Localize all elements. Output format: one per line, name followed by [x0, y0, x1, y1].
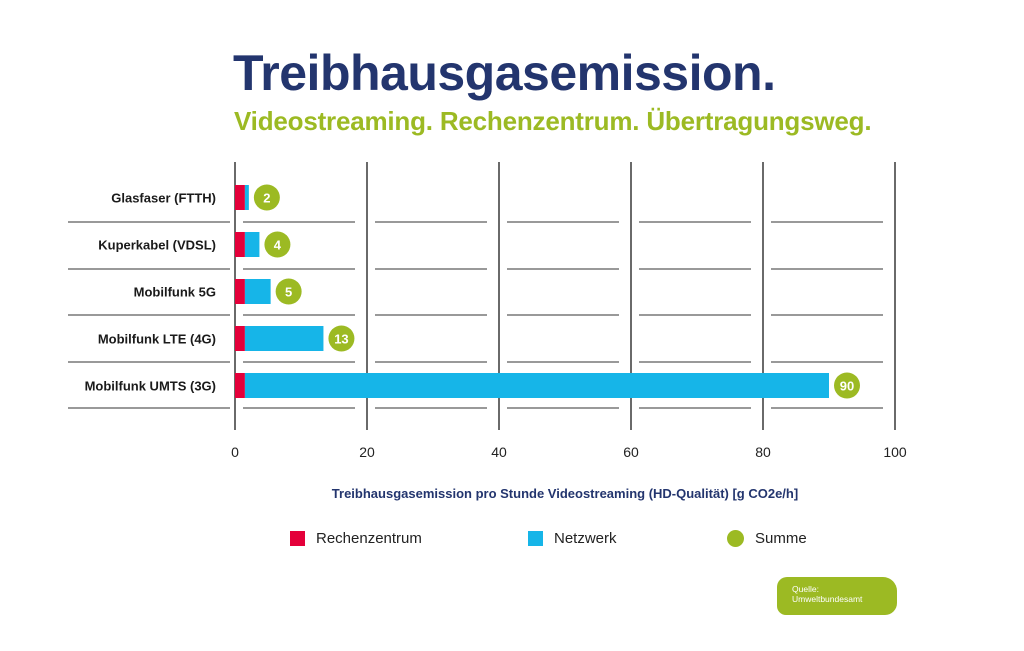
category-label: Mobilfunk UMTS (3G) — [85, 379, 216, 394]
legend-label-rechenzentrum: Rechenzentrum — [316, 530, 422, 547]
total-marker — [834, 372, 860, 399]
bar-netzwerk — [244, 326, 324, 351]
bar-netzwerk — [244, 232, 260, 257]
x-tick-label: 80 — [755, 444, 771, 460]
total-label: 90 — [840, 379, 854, 394]
total-label: 4 — [274, 238, 282, 253]
legend-label-netzwerk: Netzwerk — [554, 530, 617, 547]
category-label: Kuperkabel (VDSL) — [98, 238, 216, 253]
chart-title: Treibhausgasemission. — [233, 45, 776, 101]
x-axis-label: Treibhausgasemission pro Stunde Videostr… — [331, 486, 799, 501]
bar-rechenzentrum — [235, 326, 245, 351]
legend-swatch-rechenzentrum — [290, 531, 305, 546]
legend-item-netzwerk: Netzwerk — [528, 530, 617, 547]
total-label: 5 — [285, 285, 292, 300]
total-marker — [275, 278, 302, 305]
x-tick-label: 100 — [883, 444, 907, 460]
legend-label-summe: Summe — [755, 530, 807, 547]
bar-netzwerk — [244, 373, 829, 398]
legend-item-summe: Summe — [727, 530, 807, 547]
x-tick-label: 0 — [231, 444, 239, 460]
category-label: Glasfaser (FTTH) — [111, 191, 216, 206]
bar-netzwerk — [244, 185, 249, 210]
legend-swatch-netzwerk — [528, 531, 543, 546]
bar-rechenzentrum — [235, 279, 245, 304]
total-marker — [264, 231, 291, 258]
bar-rechenzentrum — [235, 232, 245, 257]
bar-netzwerk — [244, 279, 271, 304]
source-badge: Quelle: Umweltbundesamt — [777, 577, 897, 615]
legend-dot-summe — [727, 530, 744, 547]
total-marker — [328, 325, 355, 352]
x-tick-label: 40 — [491, 444, 507, 460]
total-label: 2 — [263, 191, 270, 206]
bar-rechenzentrum — [235, 373, 245, 398]
bar-rechenzentrum — [235, 185, 245, 210]
legend-item-rechenzentrum: Rechenzentrum — [290, 530, 422, 547]
x-tick-label: 60 — [623, 444, 639, 460]
total-marker — [253, 184, 280, 211]
total-label: 13 — [334, 332, 348, 347]
x-tick-label: 20 — [359, 444, 375, 460]
chart-subtitle: Videostreaming. Rechenzentrum. Übertragu… — [234, 106, 872, 136]
source-name: Umweltbundesamt — [792, 594, 863, 604]
category-label: Mobilfunk LTE (4G) — [98, 332, 216, 347]
category-label: Mobilfunk 5G — [134, 285, 216, 300]
source-label: Quelle: — [792, 584, 819, 594]
